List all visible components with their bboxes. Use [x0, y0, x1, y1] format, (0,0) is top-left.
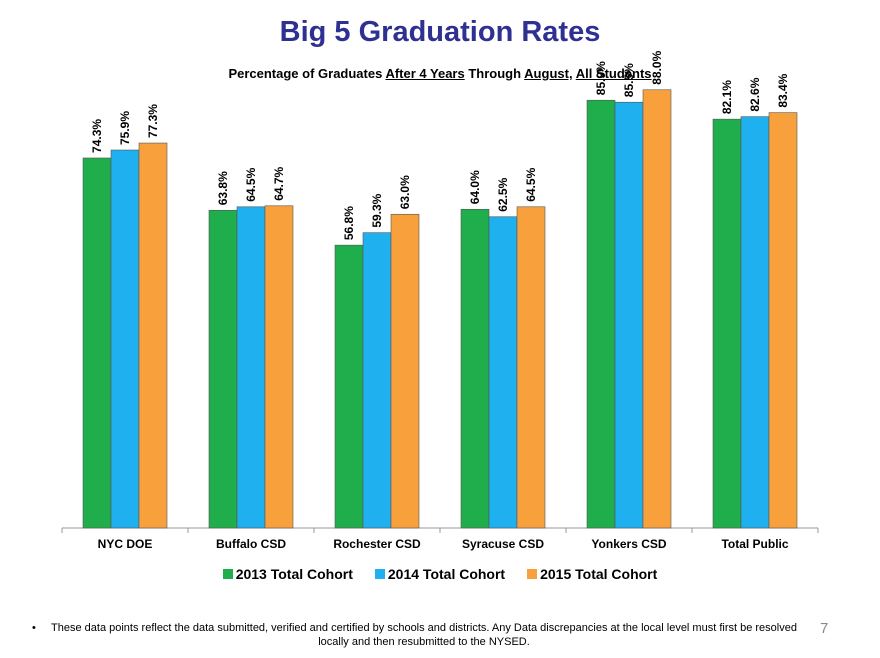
- bar: [740, 116, 770, 529]
- subtitle-part: After 4 Years: [385, 66, 465, 81]
- legend-label: 2013 Total Cohort: [235, 566, 353, 582]
- legend: 2013 Total Cohort 2014 Total Cohort 2015 T…: [0, 566, 880, 582]
- data-label: 88.0%: [650, 50, 664, 84]
- legend-swatch: [374, 569, 385, 579]
- bar: [362, 232, 392, 529]
- data-label: 82.6%: [748, 77, 762, 111]
- legend-item: 2014 Total Cohort: [374, 566, 506, 582]
- data-label: 64.5%: [244, 167, 258, 201]
- data-label: 85.9%: [594, 61, 608, 95]
- footnote-text: These data points reflect the data submi…: [51, 622, 797, 648]
- category-label: NYC DOE: [98, 537, 153, 551]
- bar: [712, 118, 742, 529]
- bar: [138, 142, 168, 529]
- footnote: • These data points reflect the data sub…: [32, 621, 800, 649]
- subtitle-part: August,: [524, 66, 573, 81]
- category-label: Syracuse CSD: [462, 537, 544, 551]
- data-label: 75.9%: [118, 111, 132, 145]
- data-label: 64.7%: [272, 166, 286, 200]
- page-number: 7: [820, 620, 829, 637]
- category-label: Buffalo CSD: [216, 537, 286, 551]
- chart-subtitle: Percentage of Graduates After 4 Years Th…: [0, 66, 880, 81]
- data-label: 82.1%: [720, 80, 734, 114]
- data-label: 62.5%: [496, 177, 510, 211]
- chart-title: Big 5 Graduation Rates: [279, 16, 601, 48]
- bar: [768, 112, 798, 529]
- data-label: 74.3%: [90, 119, 104, 153]
- bar: [236, 206, 266, 529]
- subtitle-part: All Students: [575, 66, 652, 81]
- bar: [586, 99, 616, 529]
- category-label: Rochester CSD: [333, 537, 421, 551]
- data-label: 77.3%: [146, 104, 160, 138]
- legend-item: 2013 Total Cohort: [222, 566, 353, 582]
- data-label: 64.5%: [524, 167, 538, 201]
- bar-chart: 74.3% 75.9% 77.3% NYC DOE 63.8% 64.5% 64.7% Buf…: [61, 50, 819, 551]
- legend-item: 2015 Total Cohort: [527, 566, 657, 582]
- data-label: 59.3%: [370, 193, 384, 227]
- legend-swatch: [527, 569, 538, 579]
- subtitle-part: Percentage of Graduates: [228, 66, 386, 81]
- bar: [208, 209, 238, 529]
- bar: [82, 157, 112, 529]
- bar: [488, 216, 518, 529]
- bar: [614, 101, 644, 529]
- data-label: 56.8%: [342, 206, 356, 240]
- data-label: 85.5%: [622, 63, 636, 97]
- legend-swatch: [222, 569, 233, 579]
- subtitle-part: Through: [464, 66, 525, 81]
- legend-label: 2014 Total Cohort: [387, 566, 506, 582]
- bar: [516, 206, 546, 529]
- data-label: 63.8%: [216, 171, 230, 205]
- bar: [110, 149, 140, 529]
- bar: [460, 208, 490, 529]
- bar: [334, 244, 364, 529]
- bar: [642, 89, 672, 529]
- data-label: 64.0%: [468, 170, 482, 204]
- bar: [390, 213, 420, 529]
- legend-label: 2015 Total Cohort: [540, 566, 658, 582]
- bar: [264, 205, 294, 529]
- data-label: 83.4%: [776, 73, 790, 107]
- data-label: 63.0%: [398, 175, 412, 209]
- category-label: Yonkers CSD: [591, 537, 666, 551]
- footnote-bullet: •: [32, 622, 36, 634]
- category-label: Total Public: [721, 537, 788, 551]
